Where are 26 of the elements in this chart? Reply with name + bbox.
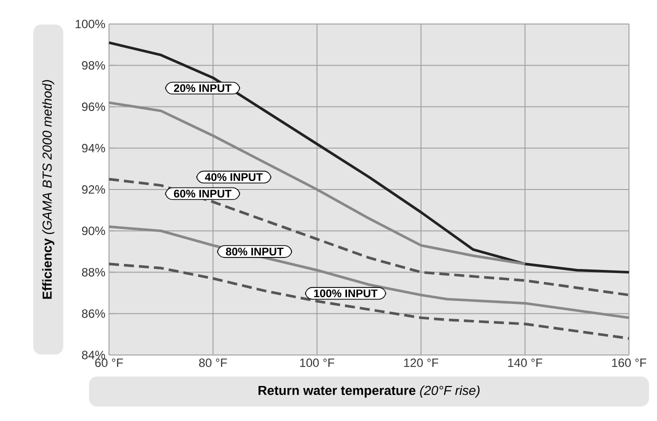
series-label: 100% INPUT [314, 289, 378, 298]
x-tick-label: 140 °F [508, 358, 542, 368]
y-tick-label: 98% [82, 61, 106, 70]
series-label: 40% INPUT [204, 173, 263, 181]
series-label: 60% INPUT [174, 190, 232, 198]
line-series [108, 101, 526, 266]
line-series [108, 262, 630, 340]
line-series [108, 225, 630, 320]
x-axis-title: Return water temperature (20°F rise) [258, 385, 480, 398]
line-series [108, 41, 630, 274]
x-tick-label: 60 °F [95, 358, 123, 368]
y-tick-label: 84% [82, 350, 106, 360]
y-tick-label: 100% [76, 20, 106, 28]
y-tick-label: 92% [82, 185, 106, 194]
x-tick-label: 160 °F [612, 358, 646, 368]
series-label: 20% INPUT [174, 84, 232, 92]
x-tick-label: 120 °F [404, 358, 438, 368]
x-tick-label: 80 °F [199, 358, 227, 368]
y-tick-label: 88% [82, 268, 106, 276]
y-tick-label: 90% [82, 226, 106, 236]
series-label: 80% INPUT [226, 248, 284, 256]
y-tick-label: 86% [82, 309, 106, 318]
y-tick-label: 94% [82, 144, 106, 152]
y-tick-label: 96% [82, 102, 106, 111]
y-axis-title: Efficiency (GAMA BTS 2000 method) [42, 80, 54, 299]
x-tick-label: 100 °F [300, 358, 334, 368]
